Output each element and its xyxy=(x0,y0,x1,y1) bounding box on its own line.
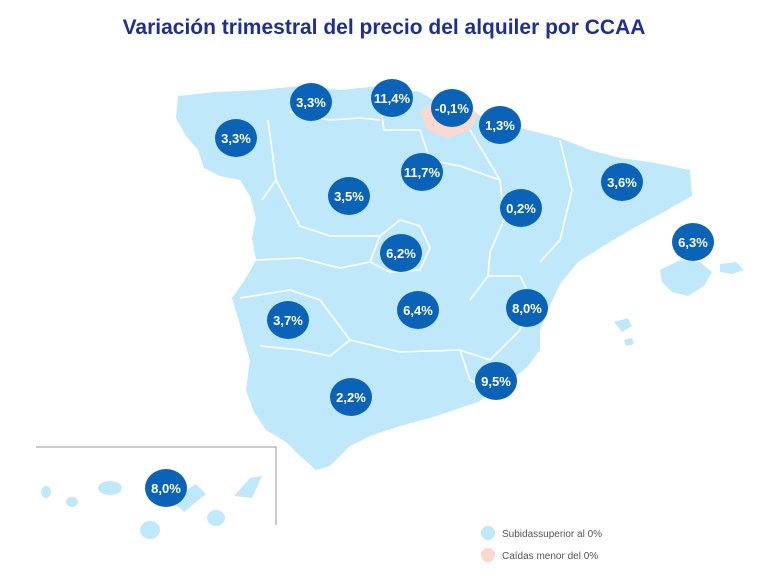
legend: Subidassuperior al 0% Caídas menor del 0… xyxy=(481,526,602,562)
value-la-rioja: 11,7% xyxy=(404,165,441,180)
bubble-pais-vasco: -0,1% xyxy=(431,89,473,127)
legend-item-increase: Subidassuperior al 0% xyxy=(481,526,602,540)
value-madrid: 6,2% xyxy=(386,246,416,261)
value-comunidad-valenciana: 8,0% xyxy=(512,301,542,316)
bubble-navarra: 1,3% xyxy=(479,106,521,144)
value-navarra: 1,3% xyxy=(485,118,515,133)
map-title: Variación trimestral del precio del alqu… xyxy=(122,16,646,39)
value-cantabria: 11,4% xyxy=(374,91,411,106)
canarias-inset-frame xyxy=(36,446,277,525)
baleares-formentera xyxy=(624,338,634,346)
value-galicia: 3,3% xyxy=(221,131,251,146)
baleares-ibiza xyxy=(614,318,632,332)
value-castilla-y-leon: 3,5% xyxy=(334,189,364,204)
value-baleares: 6,3% xyxy=(678,235,708,250)
value-cataluna: 3,6% xyxy=(607,175,637,190)
bubble-la-rioja: 11,7% xyxy=(401,153,443,191)
canarias-islands xyxy=(41,476,262,539)
legend-item-decrease: Caídas menor del 0% xyxy=(481,548,598,562)
bubble-castilla-la-mancha: 6,4% xyxy=(397,291,439,329)
bubble-asturias: 3,3% xyxy=(290,83,332,121)
legend-label-increase: Subidassuperior al 0% xyxy=(502,529,602,540)
bubble-castilla-y-leon: 3,5% xyxy=(328,177,370,215)
bubble-galicia: 3,3% xyxy=(215,119,257,157)
bubble-comunidad-valenciana: 8,0% xyxy=(506,289,548,327)
value-extremadura: 3,7% xyxy=(273,313,303,328)
mainland-spain xyxy=(176,86,692,470)
baleares-menorca xyxy=(720,262,744,274)
value-murcia: 9,5% xyxy=(481,374,511,389)
bubble-madrid: 6,2% xyxy=(380,234,422,272)
value-bubbles: 3,3% 3,3% 11,4% -0,1% 1,3% 11,7% 3,5% 0 xyxy=(145,79,714,507)
value-aragon: 0,2% xyxy=(506,201,536,216)
legend-label-decrease: Caídas menor del 0% xyxy=(502,551,598,562)
value-canarias: 8,0% xyxy=(151,481,181,496)
bubble-baleares: 6,3% xyxy=(672,223,714,261)
value-pais-vasco: -0,1% xyxy=(435,101,469,116)
bubble-aragon: 0,2% xyxy=(500,189,542,227)
bubble-cantabria: 11,4% xyxy=(371,79,413,117)
bubble-andalucia: 2,2% xyxy=(330,378,372,416)
baleares-mallorca xyxy=(660,260,712,296)
value-andalucia: 2,2% xyxy=(336,390,366,405)
bubble-extremadura: 3,7% xyxy=(267,301,309,339)
bubble-murcia: 9,5% xyxy=(475,362,517,400)
value-castilla-la-mancha: 6,4% xyxy=(403,303,433,318)
bubble-canarias: 8,0% xyxy=(145,469,187,507)
bubble-cataluna: 3,6% xyxy=(601,163,643,201)
value-asturias: 3,3% xyxy=(296,95,326,110)
